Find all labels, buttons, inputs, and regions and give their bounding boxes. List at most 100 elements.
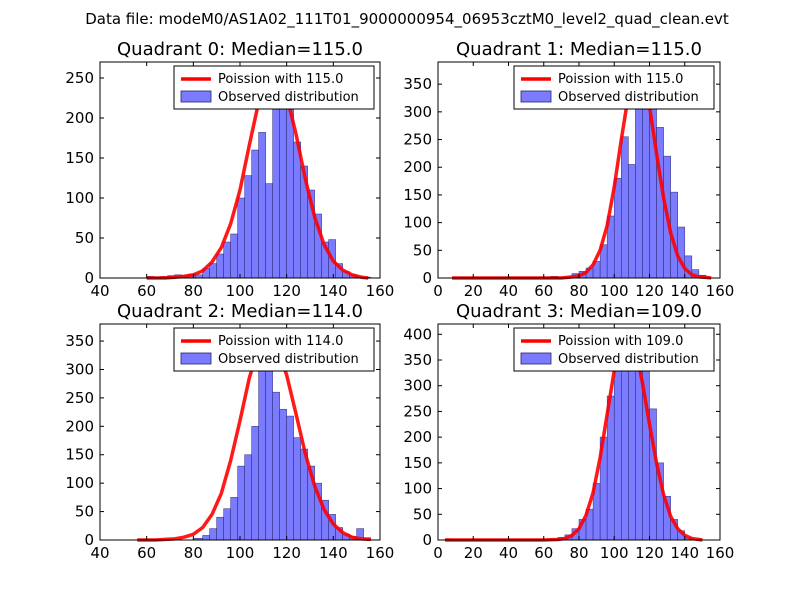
- legend-fit-label: Poission with 109.0: [558, 334, 683, 349]
- histogram-bar: [272, 101, 280, 279]
- histogram-bar: [244, 454, 252, 541]
- y-tick-label: 350: [403, 351, 432, 369]
- x-tick-label: 140: [670, 282, 699, 300]
- histogram-bar: [244, 175, 252, 279]
- histogram-bar: [620, 136, 629, 279]
- y-tick-label: 150: [403, 186, 432, 204]
- y-tick-label: 400: [403, 325, 432, 343]
- x-tick-label: 160: [706, 544, 735, 562]
- subplot-quadrant-2: Quadrant 2: Median=114.0 40 60 80 100 120 140 1…: [65, 301, 394, 562]
- histogram-bar: [237, 197, 245, 279]
- histogram-bar: [642, 86, 650, 279]
- x-tick-label: 60: [137, 544, 156, 562]
- x-tick-label: 80: [569, 544, 588, 562]
- histogram-bar: [237, 465, 245, 541]
- histogram-bar: [620, 344, 629, 541]
- legend-observed-label: Observed distribution: [558, 90, 699, 105]
- subplot-title: Quadrant 2: Median=114.0: [117, 301, 363, 322]
- y-tick-label: 350: [403, 75, 432, 93]
- y-tick-label: 350: [65, 332, 94, 350]
- legend: Poission with 109.0 Observed distribution: [513, 327, 715, 372]
- legend-fit-label: Poission with 115.0: [218, 72, 343, 87]
- histogram-bar: [216, 253, 224, 279]
- y-tick-label: 300: [403, 103, 432, 121]
- histogram-bar: [202, 535, 210, 541]
- x-tick-label: 80: [569, 282, 588, 300]
- x-tick-label: 140: [319, 544, 348, 562]
- legend-observed-swatch: [520, 90, 552, 103]
- x-tick-label: 100: [226, 544, 255, 562]
- y-tick-label: 50: [75, 229, 94, 247]
- x-tick-label: 120: [272, 282, 301, 300]
- legend-observed-label: Observed distribution: [218, 352, 359, 367]
- y-tick-label: 100: [403, 480, 432, 498]
- histogram-bar: [635, 101, 643, 279]
- histogram-bar: [293, 141, 301, 279]
- histogram-bar: [677, 226, 686, 279]
- legend-fit-label: Poission with 115.0: [558, 72, 683, 87]
- legend: Poission with 114.0 Observed distribution: [173, 327, 375, 372]
- histogram-bar: [265, 183, 273, 279]
- x-tick-label: 120: [272, 544, 301, 562]
- legend-observed-label: Observed distribution: [218, 90, 359, 105]
- y-tick-label: 250: [65, 69, 94, 87]
- histogram-bar: [613, 178, 622, 279]
- x-tick-label: 40: [499, 544, 518, 562]
- y-tick-label: 50: [413, 505, 432, 523]
- y-tick-label: 0: [84, 531, 94, 549]
- histogram-bar: [613, 364, 622, 541]
- y-tick-label: 150: [65, 149, 94, 167]
- y-tick-label: 0: [422, 531, 432, 549]
- y-tick-label: 200: [65, 109, 94, 127]
- y-tick-label: 150: [403, 454, 432, 472]
- y-tick-label: 250: [65, 389, 94, 407]
- y-tick-label: 100: [65, 474, 94, 492]
- x-tick-label: 160: [366, 282, 395, 300]
- x-tick-label: 40: [90, 282, 109, 300]
- x-tick-label: 20: [464, 282, 483, 300]
- y-tick-label: 200: [403, 428, 432, 446]
- legend: Poission with 115.0 Observed distribution: [173, 65, 375, 110]
- y-tick-label: 300: [403, 377, 432, 395]
- y-tick-label: 100: [65, 189, 94, 207]
- x-tick-label: 80: [184, 544, 203, 562]
- y-tick-label: 0: [84, 269, 94, 287]
- y-tick-label: 250: [403, 402, 432, 420]
- y-tick-label: 100: [403, 214, 432, 232]
- subplot-title: Quadrant 1: Median=115.0: [456, 39, 702, 60]
- y-tick-label: 250: [403, 131, 432, 149]
- x-tick-label: 160: [366, 544, 395, 562]
- x-tick-label: 40: [499, 282, 518, 300]
- histogram-bar: [286, 415, 294, 541]
- histogram-bar: [251, 149, 259, 279]
- x-tick-label: 120: [635, 282, 664, 300]
- subplot-quadrant-0: Quadrant 0: Median=115.0 40 60 80 100 120 140 1…: [65, 39, 394, 300]
- figure-title: Data file: modeM0/AS1A02_111T01_90000009…: [85, 10, 729, 29]
- subplot-title: Quadrant 0: Median=115.0: [117, 39, 363, 60]
- y-tick-label: 0: [422, 269, 432, 287]
- y-tick-label: 150: [65, 446, 94, 464]
- x-tick-label: 80: [184, 282, 203, 300]
- y-tick-label: 50: [75, 503, 94, 521]
- x-tick-label: 120: [635, 544, 664, 562]
- x-tick-label: 0: [433, 544, 443, 562]
- legend-observed-swatch: [180, 352, 212, 365]
- histogram-bar: [209, 263, 217, 279]
- legend-observed-label: Observed distribution: [558, 352, 699, 367]
- y-tick-label: 200: [65, 417, 94, 435]
- histogram-bar: [293, 437, 301, 541]
- histogram-bar: [272, 391, 280, 541]
- legend: Poission with 115.0 Observed distribution: [513, 65, 715, 110]
- x-tick-label: 60: [534, 544, 553, 562]
- subplot-quadrant-3: Quadrant 3: Median=109.0 0 20 40 60 80 100 120 1…: [403, 301, 734, 562]
- subplot-quadrant-1: Quadrant 1: Median=115.0 0 20 40 60 80 100 120 1…: [403, 39, 734, 300]
- legend-fit-label: Poission with 114.0: [218, 334, 343, 349]
- x-tick-label: 40: [90, 544, 109, 562]
- x-tick-label: 0: [433, 282, 443, 300]
- legend-observed-swatch: [520, 352, 552, 365]
- histogram-bar: [230, 497, 238, 541]
- x-tick-label: 100: [226, 282, 255, 300]
- x-tick-label: 140: [670, 544, 699, 562]
- histogram-bar: [251, 426, 259, 541]
